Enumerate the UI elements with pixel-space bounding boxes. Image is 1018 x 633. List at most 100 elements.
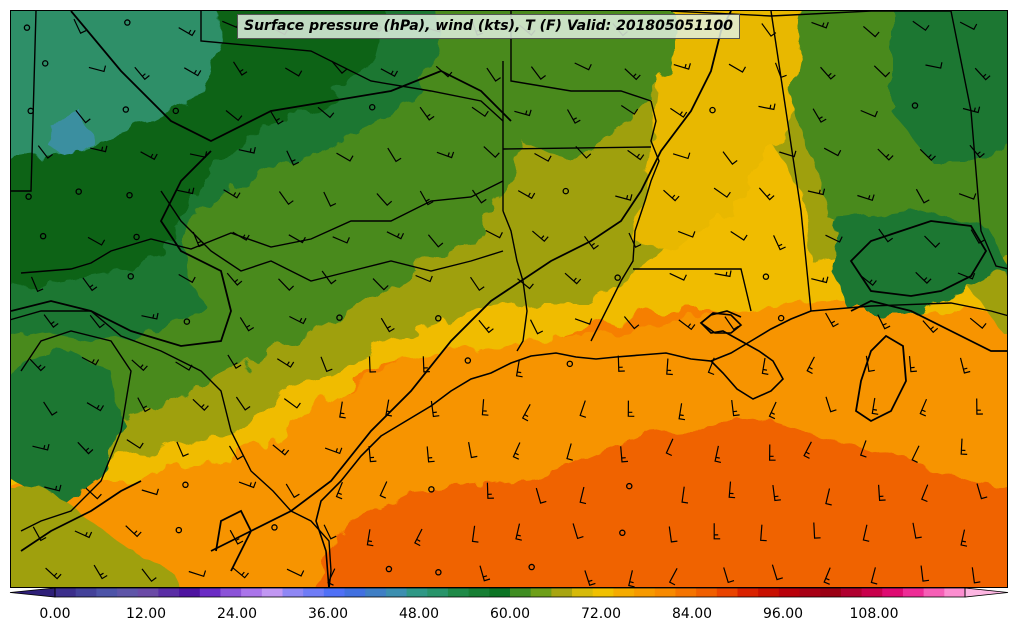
wind-barb [178,273,196,284]
wind-barb [483,146,500,159]
isobar-central [11,150,232,347]
wind-barb [177,187,195,195]
calm-marker [27,107,34,115]
map-panel [10,10,1008,588]
wind-barb [134,66,150,81]
wind-barb [471,106,489,118]
wind-barb [535,487,547,504]
field-hill-green [11,351,121,511]
wind-barb [32,526,47,542]
wind-barb [971,567,981,584]
colorbar-tick-label: 36.00 [308,606,348,622]
wind-barb [857,194,875,202]
wind-barb [707,357,715,376]
wind-barb [957,272,976,280]
colorbar-cell [572,588,594,597]
state-line-tx-mex [11,310,332,587]
wind-barb [575,145,592,159]
wind-barb [471,525,479,543]
wind-barb [681,486,689,504]
wind-barb [320,356,333,373]
isobar-east [850,300,1007,352]
field-yellow-ne [631,11,811,251]
wind-barb [974,67,991,81]
calm-marker [271,524,278,531]
calm-marker [566,360,574,368]
wind-barb [960,529,968,547]
colorbar-cell [737,588,759,597]
colorbar-cell [199,588,222,597]
wind-barb [532,230,549,243]
wind-barb [873,65,891,78]
wind-barb [289,315,307,325]
wind-barb [521,404,531,422]
wind-barb [758,103,776,111]
wind-barb [620,104,639,115]
wind-barb [665,438,674,457]
colorbar-max-extension [964,587,1009,598]
wind-barb [728,63,747,73]
wind-barb [323,191,337,207]
wind-barb [478,319,494,334]
wind-barb [226,272,243,286]
wind-barb [859,440,867,458]
wind-barb [278,278,295,291]
wind-barb [232,567,249,579]
wind-barb [579,486,587,505]
wind-barb [617,355,625,372]
colorbar-cell [344,588,366,597]
colorbar-cell [654,588,677,597]
state-line-mississippi-river [590,100,660,342]
wind-barb [925,62,943,69]
pressure-isobars [11,11,1007,572]
wind-barb [714,270,732,278]
wind-barb [436,151,455,159]
wind-barb [486,482,494,499]
wind-barb [908,356,917,373]
colorbar-cell [551,588,573,597]
wind-barb [93,564,108,580]
isobar-coastal [210,11,732,552]
wind-barb [324,447,343,455]
state-line-tn [670,11,951,17]
wind-barb [970,229,985,244]
wind-barb [512,442,521,460]
temperature-colorbar: 0.00 12.00 24.00 36.00 48.00 60.00 72.00 84.00 9… [9,587,1009,622]
wind-barb [175,361,193,371]
wind-barb [86,402,105,412]
colorbar-min-extension [9,587,56,598]
wind-barb [678,319,696,331]
wind-barb [912,522,922,539]
wind-barb [426,446,435,463]
calm-marker [619,529,626,537]
isobar-alabama-loop [849,220,988,297]
calm-wind-markers [23,19,919,576]
wind-barb [229,529,244,545]
colorbar-cell [861,588,883,597]
colorbar-cell [882,588,904,597]
wind-barb [807,188,826,196]
wind-barb [825,488,832,506]
wind-barb [761,23,777,37]
wind-barb [81,356,100,366]
wind-barb [379,481,388,499]
wind-barb [713,187,731,198]
calm-marker [126,191,133,199]
wind-barb [919,148,936,162]
wind-barb [472,189,487,204]
wind-barb [813,522,821,539]
wind-barb [624,68,641,81]
wind-barb [141,568,157,583]
wind-barb [470,276,485,292]
wind-barb [30,276,44,293]
wind-barb [771,564,783,581]
wind-barb [269,110,284,125]
wind-barb [517,190,536,200]
wind-barb [223,189,241,199]
isobar-gulf-loop [855,334,907,423]
wind-barb [924,235,941,248]
wind-barb [620,446,629,463]
wind-barb [272,444,290,456]
wind-barb [922,320,939,334]
wind-barb [670,107,688,118]
